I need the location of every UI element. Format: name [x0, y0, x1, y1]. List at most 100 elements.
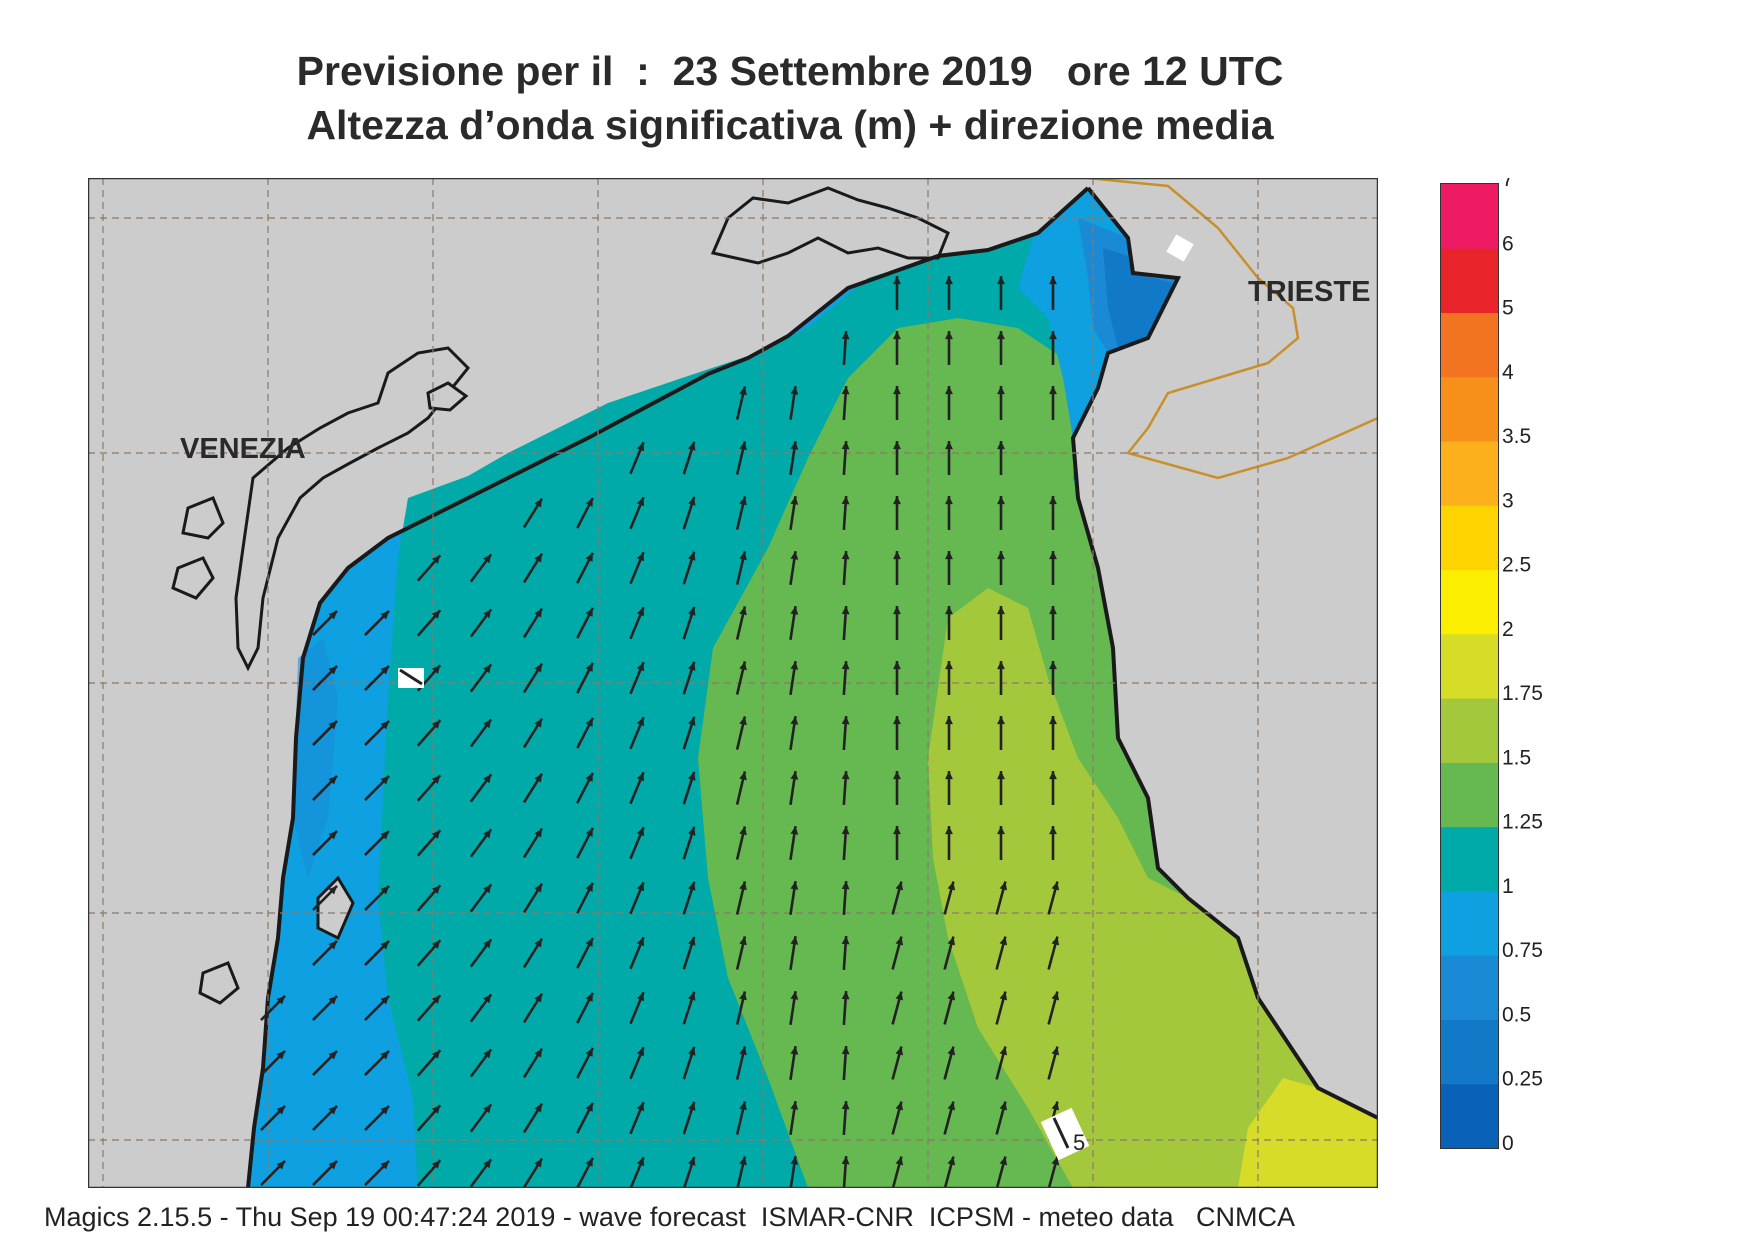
- wave-arrow: [416, 609, 442, 637]
- wave-arrow: [945, 441, 953, 475]
- wave-arrow: [522, 827, 544, 859]
- wave-arrow: [682, 1046, 696, 1080]
- wave-arrow: [576, 662, 594, 694]
- legend-label: 4: [1502, 361, 1514, 384]
- wave-arrow: [629, 661, 645, 695]
- wave-arrow: [469, 663, 493, 693]
- wave-arrow: [997, 386, 1005, 420]
- wave-arrow: [735, 441, 747, 475]
- wave-arrow: [416, 884, 442, 912]
- wave-arrow: [841, 880, 850, 916]
- legend-label: 2.5: [1502, 554, 1531, 577]
- legend-label: 3: [1502, 489, 1514, 512]
- wave-arrow: [841, 660, 850, 696]
- wave-arrow: [1049, 771, 1057, 805]
- wave-arrow: [312, 610, 338, 636]
- station-marker-south: 5: [1040, 1107, 1090, 1161]
- wave-arrow: [893, 771, 901, 805]
- legend-swatch: [1441, 698, 1498, 763]
- station-marker-venezia: [398, 668, 424, 688]
- wave-arrow: [469, 1048, 493, 1078]
- wave-arrow: [312, 775, 338, 801]
- wave-arrow: [893, 386, 901, 420]
- wave-arrow: [841, 385, 850, 421]
- wave-arrow: [735, 716, 747, 750]
- wave-arrow: [997, 716, 1005, 750]
- wave-arrow: [629, 1101, 645, 1135]
- wave-arrow: [576, 772, 594, 804]
- wave-arrow: [891, 1046, 904, 1080]
- wave-arrow: [522, 552, 544, 584]
- wave-arrow: [735, 386, 747, 420]
- wave-arrow: [945, 551, 953, 585]
- wave-arrow: [682, 936, 696, 970]
- wave-arrow: [997, 551, 1005, 585]
- title-line-2: Altezza d’onda significativa (m) + direz…: [306, 102, 1274, 148]
- wave-arrow: [1047, 991, 1060, 1025]
- wave-arrow: [312, 1050, 338, 1076]
- wave-arrow: [682, 551, 696, 585]
- legend-label: 1: [1502, 875, 1514, 898]
- wave-arrow: [469, 1158, 493, 1188]
- wave-arrow: [735, 936, 747, 970]
- wave-arrow: [576, 992, 594, 1024]
- wave-arrow: [682, 826, 696, 860]
- wave-arrow: [943, 1046, 956, 1080]
- wave-arrow: [364, 995, 390, 1021]
- wave-arrow: [576, 607, 594, 639]
- wave-arrow: [682, 771, 696, 805]
- wave-arrow: [1049, 606, 1057, 640]
- station-label: 5: [1073, 1130, 1085, 1155]
- legend-swatch: [1441, 441, 1498, 506]
- wave-arrow: [841, 990, 850, 1026]
- legend-label: 0.5: [1502, 1003, 1531, 1026]
- wave-arrow: [682, 661, 696, 695]
- wave-arrow: [997, 826, 1005, 860]
- wave-arrow: [997, 606, 1005, 640]
- wave-arrow: [735, 771, 747, 805]
- wave-arrow: [312, 665, 338, 691]
- wave-arrow: [945, 661, 953, 695]
- wave-arrow: [945, 276, 953, 310]
- wave-arrow: [416, 1104, 442, 1132]
- wave-arrow: [576, 552, 594, 584]
- wave-arrow: [364, 610, 390, 636]
- wave-arrow: [789, 1045, 799, 1081]
- venice-lagoon-land: [234, 346, 471, 672]
- zone-1.75-2: [1238, 1078, 1378, 1188]
- wave-arrow: [260, 1160, 286, 1186]
- wave-arrow: [629, 1156, 645, 1188]
- wave-arrow: [735, 1046, 747, 1080]
- wave-arrow: [312, 1160, 338, 1186]
- lagoon-island-3: [426, 381, 469, 412]
- legend-swatch: [1441, 312, 1498, 378]
- wave-arrow: [629, 826, 645, 860]
- wave-arrow: [312, 720, 338, 746]
- wave-arrow: [629, 936, 645, 970]
- wave-arrow: [789, 605, 799, 641]
- wave-arrow: [576, 937, 594, 969]
- wave-arrow: [1049, 331, 1057, 365]
- wave-arrow: [789, 715, 799, 751]
- wave-arrow: [891, 1156, 904, 1188]
- wave-arrow: [416, 1159, 442, 1187]
- wave-arrow: [997, 771, 1005, 805]
- legend-swatch: [1441, 248, 1498, 314]
- wave-arrow: [364, 830, 390, 856]
- legend-swatch: [1441, 955, 1498, 1020]
- wave-arrow: [841, 605, 850, 641]
- wave-arrow: [522, 882, 544, 914]
- wave-arrow: [789, 935, 799, 971]
- wave-arrow: [789, 495, 799, 531]
- wave-arrow: [995, 1156, 1008, 1188]
- wave-arrow: [682, 496, 696, 530]
- wave-arrow: [522, 607, 544, 639]
- wave-arrow: [1049, 386, 1057, 420]
- wave-arrow: [682, 1101, 696, 1135]
- wave-arrow: [891, 936, 904, 970]
- legend-label: 0: [1502, 1132, 1514, 1155]
- legend-swatch: [1441, 890, 1498, 956]
- border-line: [1087, 178, 1378, 480]
- wave-arrow: [682, 991, 696, 1025]
- wave-arrow: [1049, 276, 1057, 310]
